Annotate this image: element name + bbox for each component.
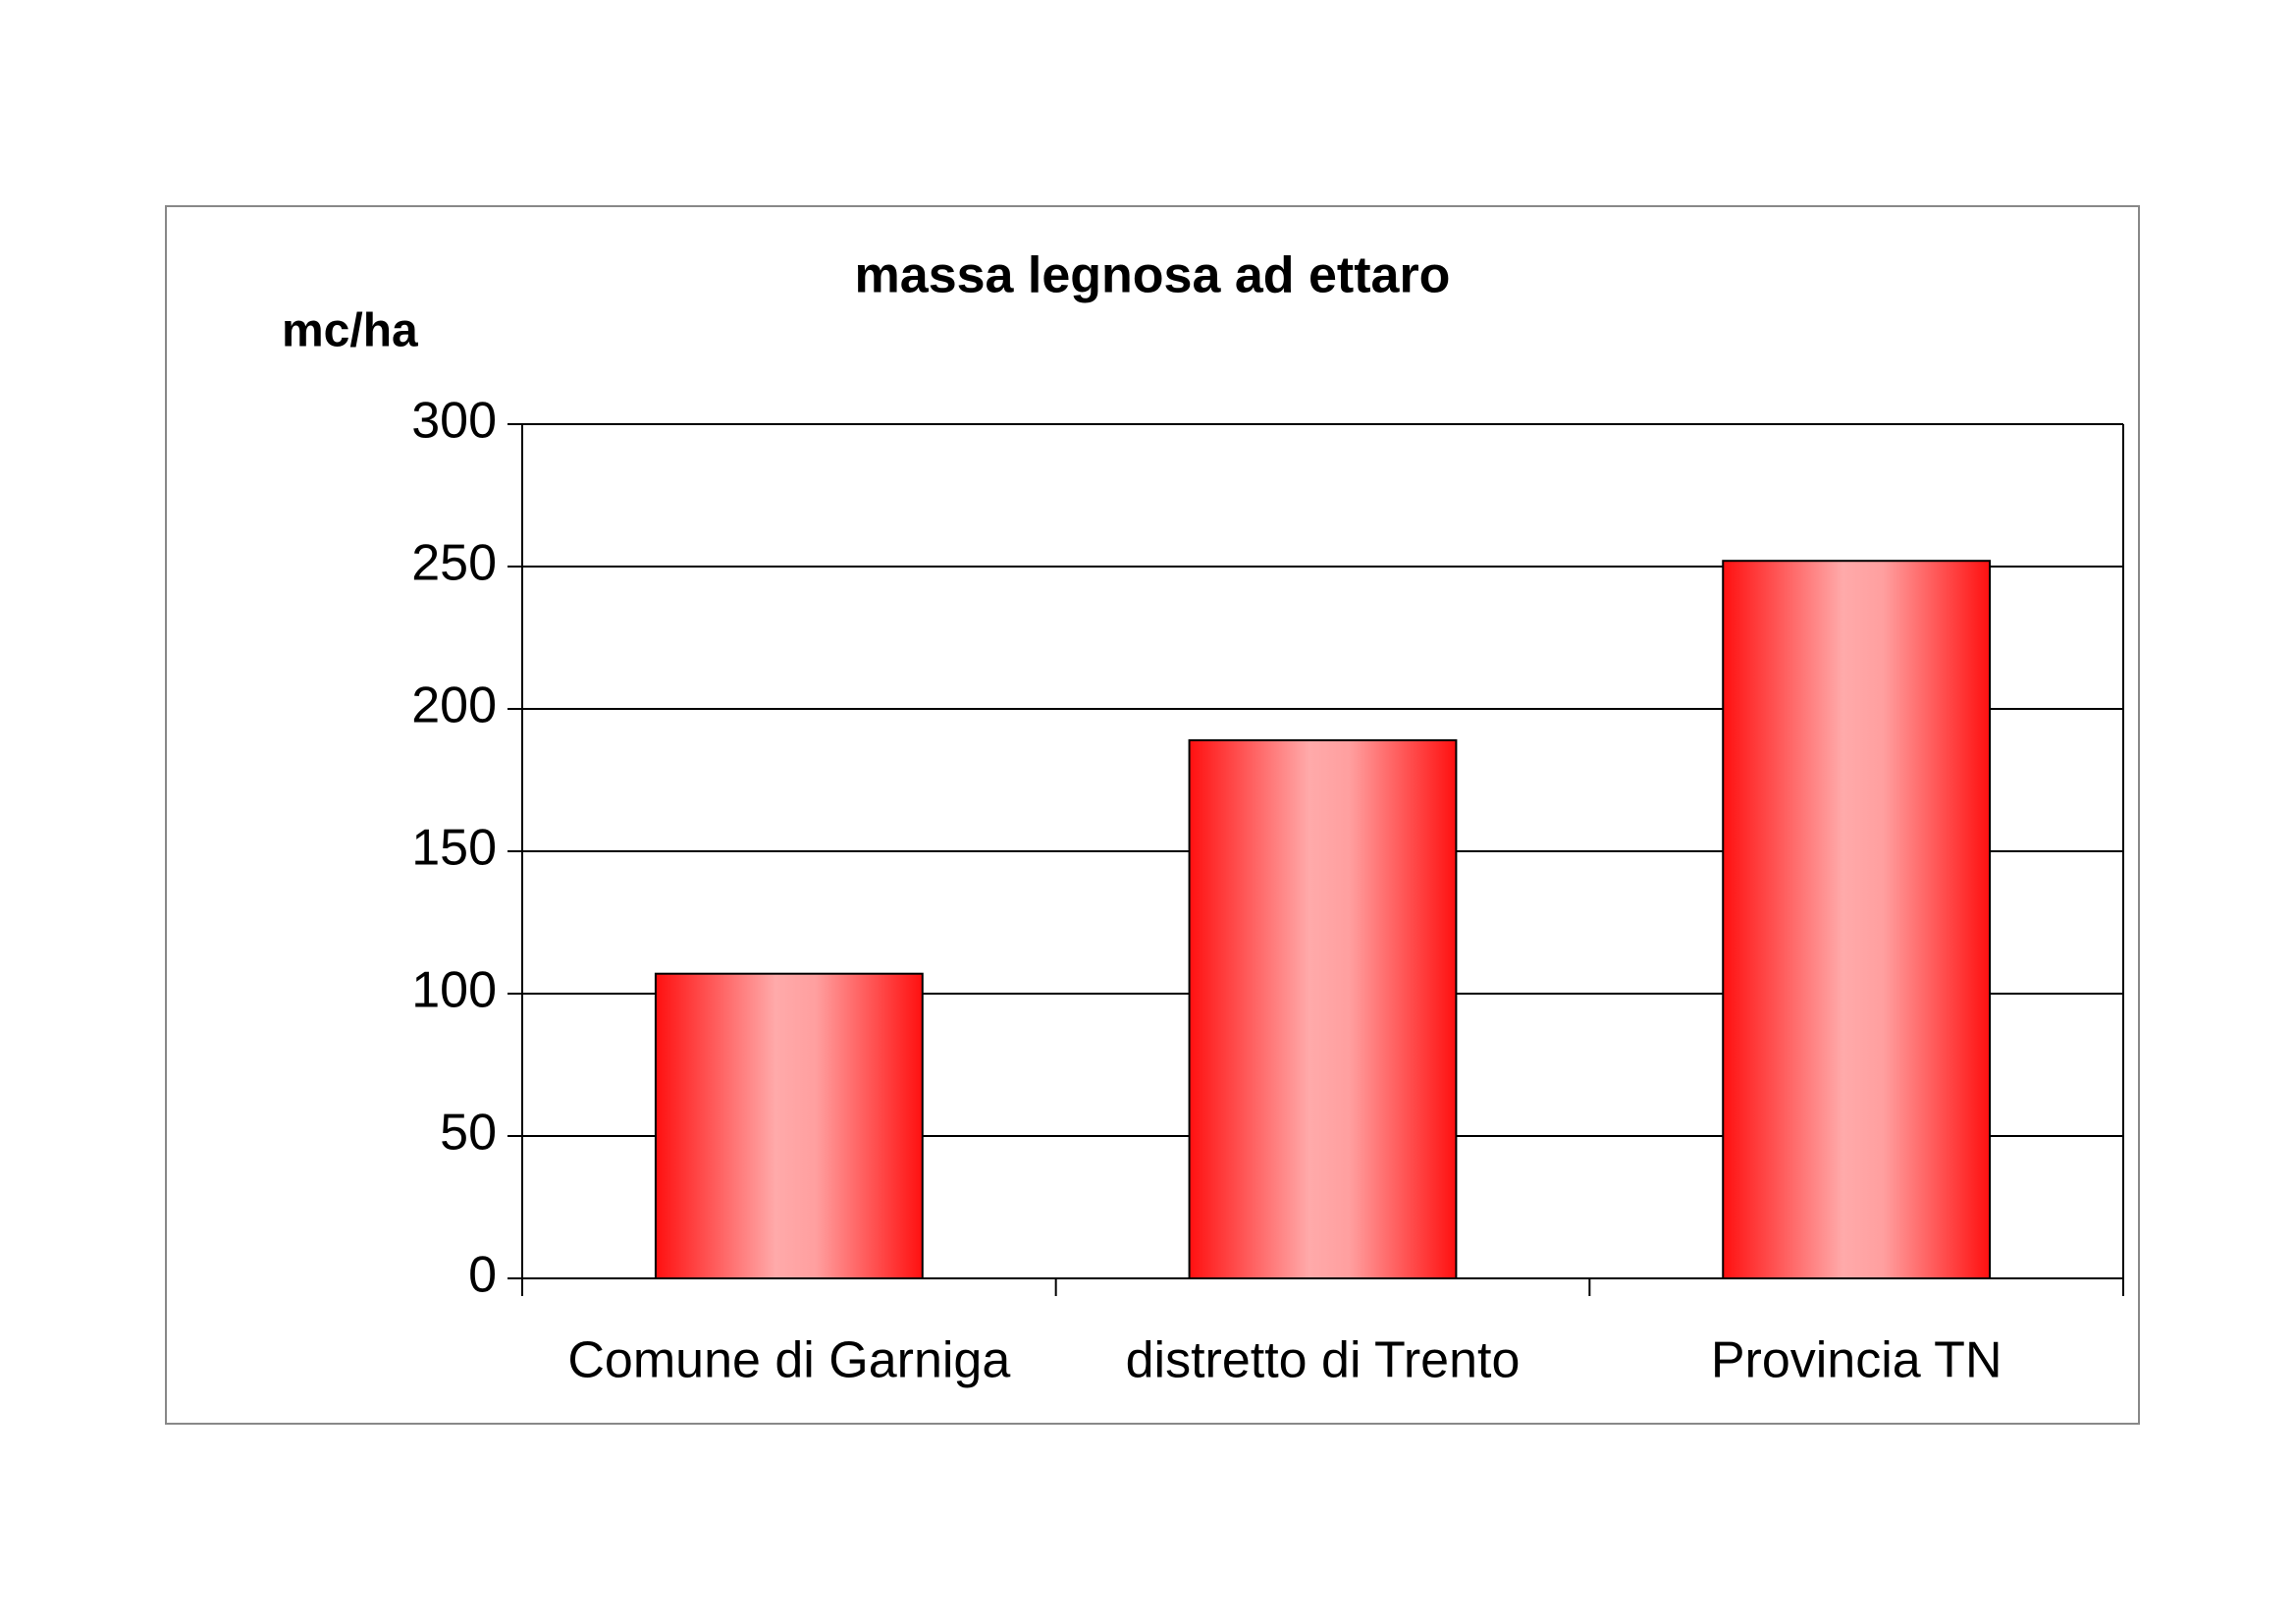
y-axis-label: mc/ha	[282, 305, 418, 357]
y-tick-label: 50	[440, 1105, 497, 1162]
y-tick-label: 100	[411, 962, 497, 1019]
bar	[654, 972, 924, 1279]
y-tick-label: 250	[411, 535, 497, 592]
x-tick-label: Comune di Garniga	[567, 1332, 1010, 1389]
y-tick-label: 200	[411, 677, 497, 734]
y-tick-label: 300	[411, 393, 497, 450]
x-tick-label: distretto di Trento	[1126, 1332, 1521, 1389]
x-tick-label: Provincia TN	[1711, 1332, 2002, 1389]
chart-title: massa legnosa ad ettaro	[855, 247, 1451, 304]
bar	[1188, 738, 1458, 1279]
bar	[1722, 560, 1992, 1279]
y-tick-label: 150	[411, 820, 497, 877]
y-tick-label: 0	[468, 1247, 497, 1304]
